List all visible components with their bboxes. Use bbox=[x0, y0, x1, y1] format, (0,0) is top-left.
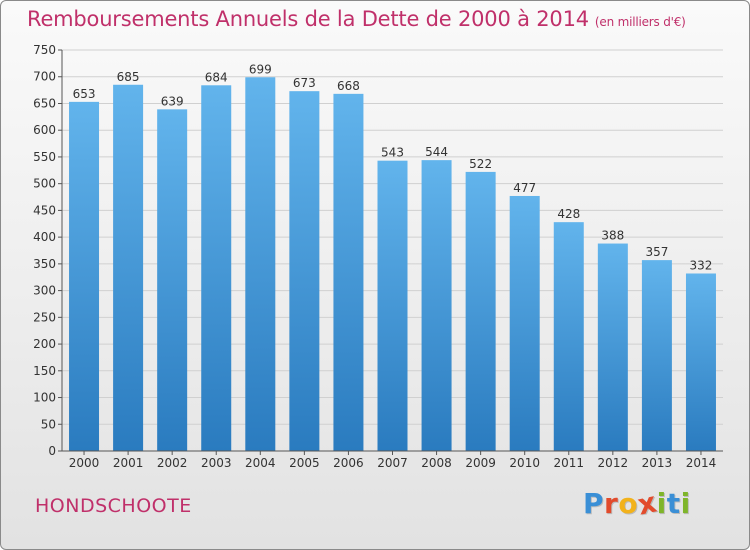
logo-letter: o bbox=[618, 487, 639, 520]
bar bbox=[597, 243, 628, 451]
bar-value-label: 699 bbox=[249, 62, 272, 76]
x-tick-label: 2008 bbox=[421, 456, 452, 470]
bar bbox=[201, 85, 232, 452]
bar-value-label: 684 bbox=[205, 70, 228, 84]
x-tick-label: 2011 bbox=[553, 456, 584, 470]
y-tick-label: 500 bbox=[33, 177, 56, 191]
y-tick-label: 0 bbox=[48, 444, 56, 458]
logo-letter: i bbox=[680, 487, 691, 520]
bar bbox=[245, 77, 276, 451]
x-tick-label: 2005 bbox=[289, 456, 320, 470]
bar-value-label: 544 bbox=[425, 145, 448, 159]
x-tick-label: 2007 bbox=[377, 456, 408, 470]
bar-chart: 0 50 100 150 200 250 300 350 400 450 500 550 600 650 7… bbox=[33, 43, 723, 470]
bar bbox=[289, 91, 320, 451]
bar-value-label: 685 bbox=[117, 70, 140, 84]
y-tick-label: 250 bbox=[33, 310, 56, 324]
bar bbox=[377, 160, 408, 451]
y-tick-label: 300 bbox=[33, 284, 56, 298]
bar-value-label: 522 bbox=[469, 157, 492, 171]
x-tick-label: 2012 bbox=[598, 456, 629, 470]
bar bbox=[113, 84, 144, 452]
bar-value-label: 673 bbox=[293, 76, 316, 90]
x-tick-label: 2002 bbox=[157, 456, 188, 470]
proxiti-logo: Proxiti bbox=[583, 485, 691, 521]
bar-value-label: 543 bbox=[381, 146, 404, 160]
x-tick-label: 2000 bbox=[69, 456, 100, 470]
y-tick-label: 100 bbox=[33, 391, 56, 405]
bar bbox=[509, 195, 540, 451]
bar bbox=[553, 222, 584, 451]
y-tick-label: 400 bbox=[33, 230, 56, 244]
logo-letter: i bbox=[656, 487, 667, 520]
y-tick-label: 750 bbox=[33, 43, 56, 57]
y-tick-label: 150 bbox=[33, 364, 56, 378]
chart-subtitle: (en milliers d'€) bbox=[594, 15, 686, 29]
bar bbox=[421, 160, 452, 451]
logo-letter: P bbox=[583, 487, 605, 520]
logo-letter: r bbox=[604, 487, 619, 520]
y-tick-label: 50 bbox=[41, 417, 56, 431]
x-tick-label: 2006 bbox=[333, 456, 364, 470]
chart-title-text: Remboursements Annuels de la Dette de 20… bbox=[27, 7, 589, 31]
y-tick-label: 550 bbox=[33, 150, 56, 164]
bar-value-label: 477 bbox=[513, 181, 536, 195]
bar bbox=[465, 171, 496, 452]
bar bbox=[333, 93, 364, 452]
bar bbox=[69, 101, 100, 451]
bar bbox=[641, 260, 672, 451]
y-tick-label: 650 bbox=[33, 96, 56, 110]
town-name: HONDSCHOOTE bbox=[35, 495, 192, 517]
y-tick-label: 200 bbox=[33, 337, 56, 351]
bar bbox=[157, 109, 188, 452]
x-tick-label: 2003 bbox=[201, 456, 232, 470]
y-tick-label: 450 bbox=[33, 203, 56, 217]
bar-value-label: 428 bbox=[557, 207, 580, 221]
y-tick-label: 700 bbox=[33, 70, 56, 84]
x-tick-label: 2010 bbox=[509, 456, 540, 470]
x-tick-label: 2004 bbox=[245, 456, 276, 470]
bar-value-label: 668 bbox=[337, 79, 360, 93]
x-tick-label: 2013 bbox=[642, 456, 673, 470]
y-tick-label: 350 bbox=[33, 257, 56, 271]
bar-value-label: 639 bbox=[161, 94, 184, 108]
bar bbox=[685, 273, 716, 451]
logo-letter: t bbox=[666, 487, 681, 520]
bar-value-label: 653 bbox=[73, 87, 96, 101]
x-tick-label: 2014 bbox=[686, 456, 717, 470]
y-tick-label: 600 bbox=[33, 123, 56, 137]
x-tick-label: 2009 bbox=[465, 456, 496, 470]
bar-value-label: 332 bbox=[690, 258, 713, 272]
bar-value-label: 388 bbox=[601, 229, 624, 243]
x-tick-label: 2001 bbox=[113, 456, 144, 470]
chart-title: Remboursements Annuels de la Dette de 20… bbox=[27, 7, 686, 31]
bar-value-label: 357 bbox=[645, 245, 668, 259]
